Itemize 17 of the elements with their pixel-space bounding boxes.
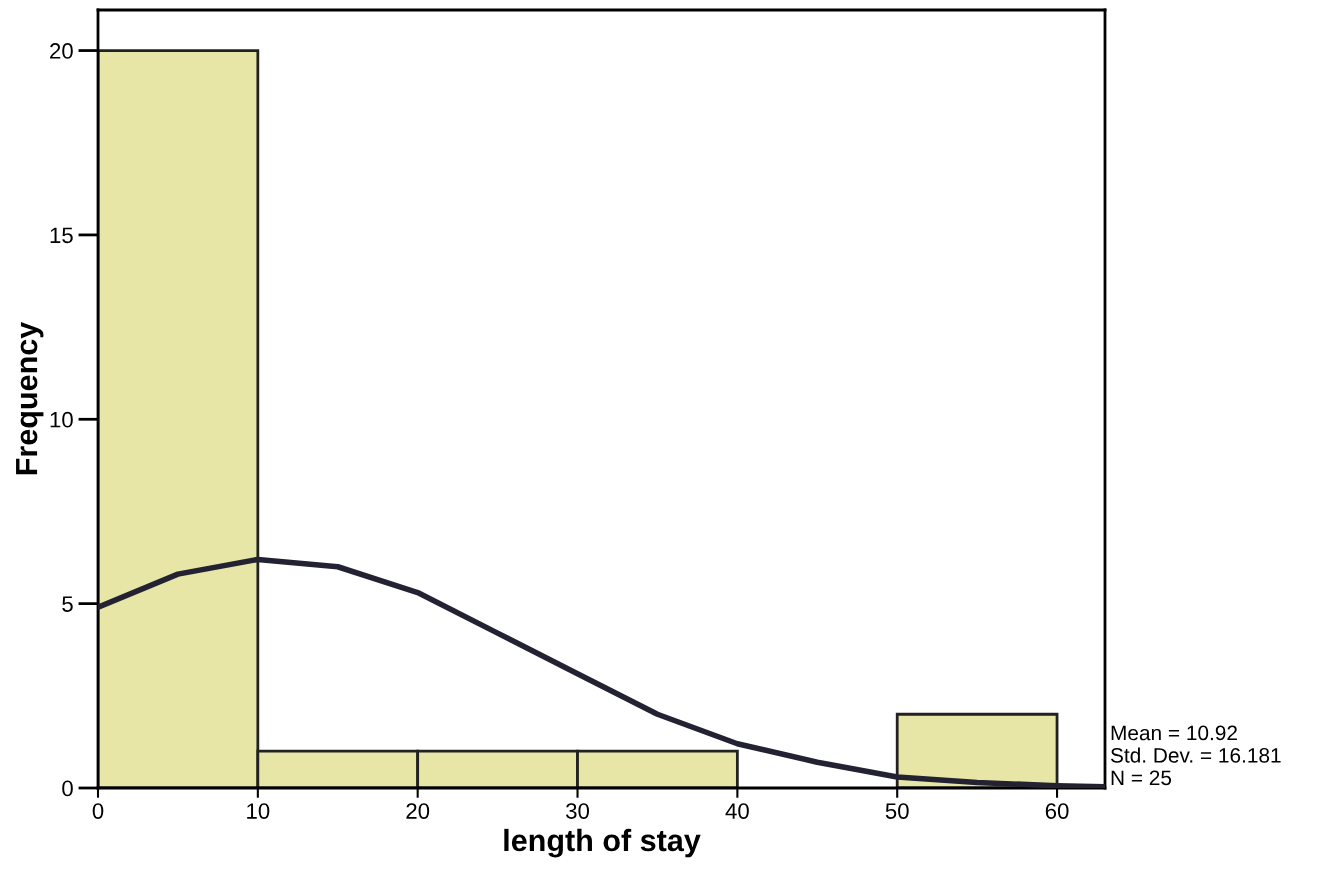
x-tick-label: 40 <box>725 803 749 819</box>
x-tick-label: 30 <box>566 803 590 819</box>
x-tick-label: 10 <box>247 803 270 819</box>
x-axis-title: length of stay <box>504 828 701 858</box>
y-tick-label: 10 <box>50 411 73 428</box>
y-tick-label: 20 <box>50 43 73 59</box>
y-tick-label: 5 <box>62 596 73 612</box>
y-tick-label: 15 <box>50 227 73 244</box>
text: Std. Dev. = 16.181 <box>1110 747 1281 763</box>
text: Mean = 10.92 <box>1111 725 1237 741</box>
y-tick-label: 0 <box>62 780 73 797</box>
x-tick-label: 0 <box>92 803 104 819</box>
y-axis-title: Frequency <box>16 321 44 475</box>
x-tick-label: 50 <box>885 803 909 819</box>
text: N = 25 <box>1111 770 1172 786</box>
x-tick-label: 60 <box>1045 803 1069 819</box>
x-tick-label: 20 <box>406 803 430 819</box>
